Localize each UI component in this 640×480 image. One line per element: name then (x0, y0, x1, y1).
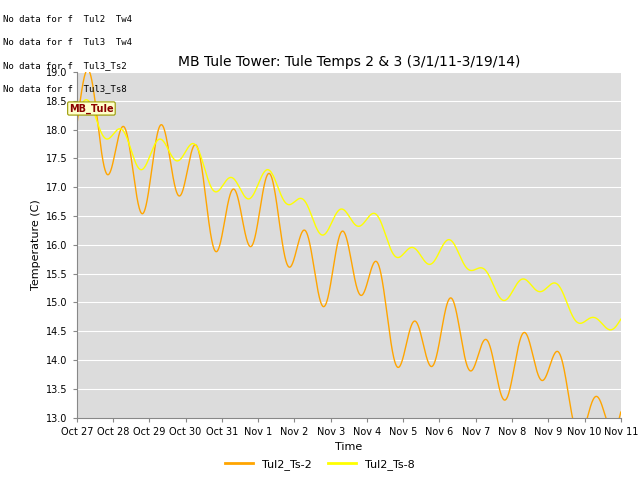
Text: No data for f  Tul2  Tw4: No data for f Tul2 Tw4 (3, 14, 132, 24)
Text: No data for f  Tul3  Tw4: No data for f Tul3 Tw4 (3, 37, 132, 47)
Text: MB_Tule: MB_Tule (69, 103, 114, 114)
X-axis label: Time: Time (335, 442, 362, 452)
Title: MB Tule Tower: Tule Temps 2 & 3 (3/1/11-3/19/14): MB Tule Tower: Tule Temps 2 & 3 (3/1/11-… (178, 56, 520, 70)
Text: No data for f  Tul3_Ts8: No data for f Tul3_Ts8 (3, 84, 127, 93)
Text: No data for f  Tul3_Ts2: No data for f Tul3_Ts2 (3, 60, 127, 70)
Y-axis label: Temperature (C): Temperature (C) (31, 199, 40, 290)
Legend: Tul2_Ts-2, Tul2_Ts-8: Tul2_Ts-2, Tul2_Ts-8 (221, 455, 419, 474)
